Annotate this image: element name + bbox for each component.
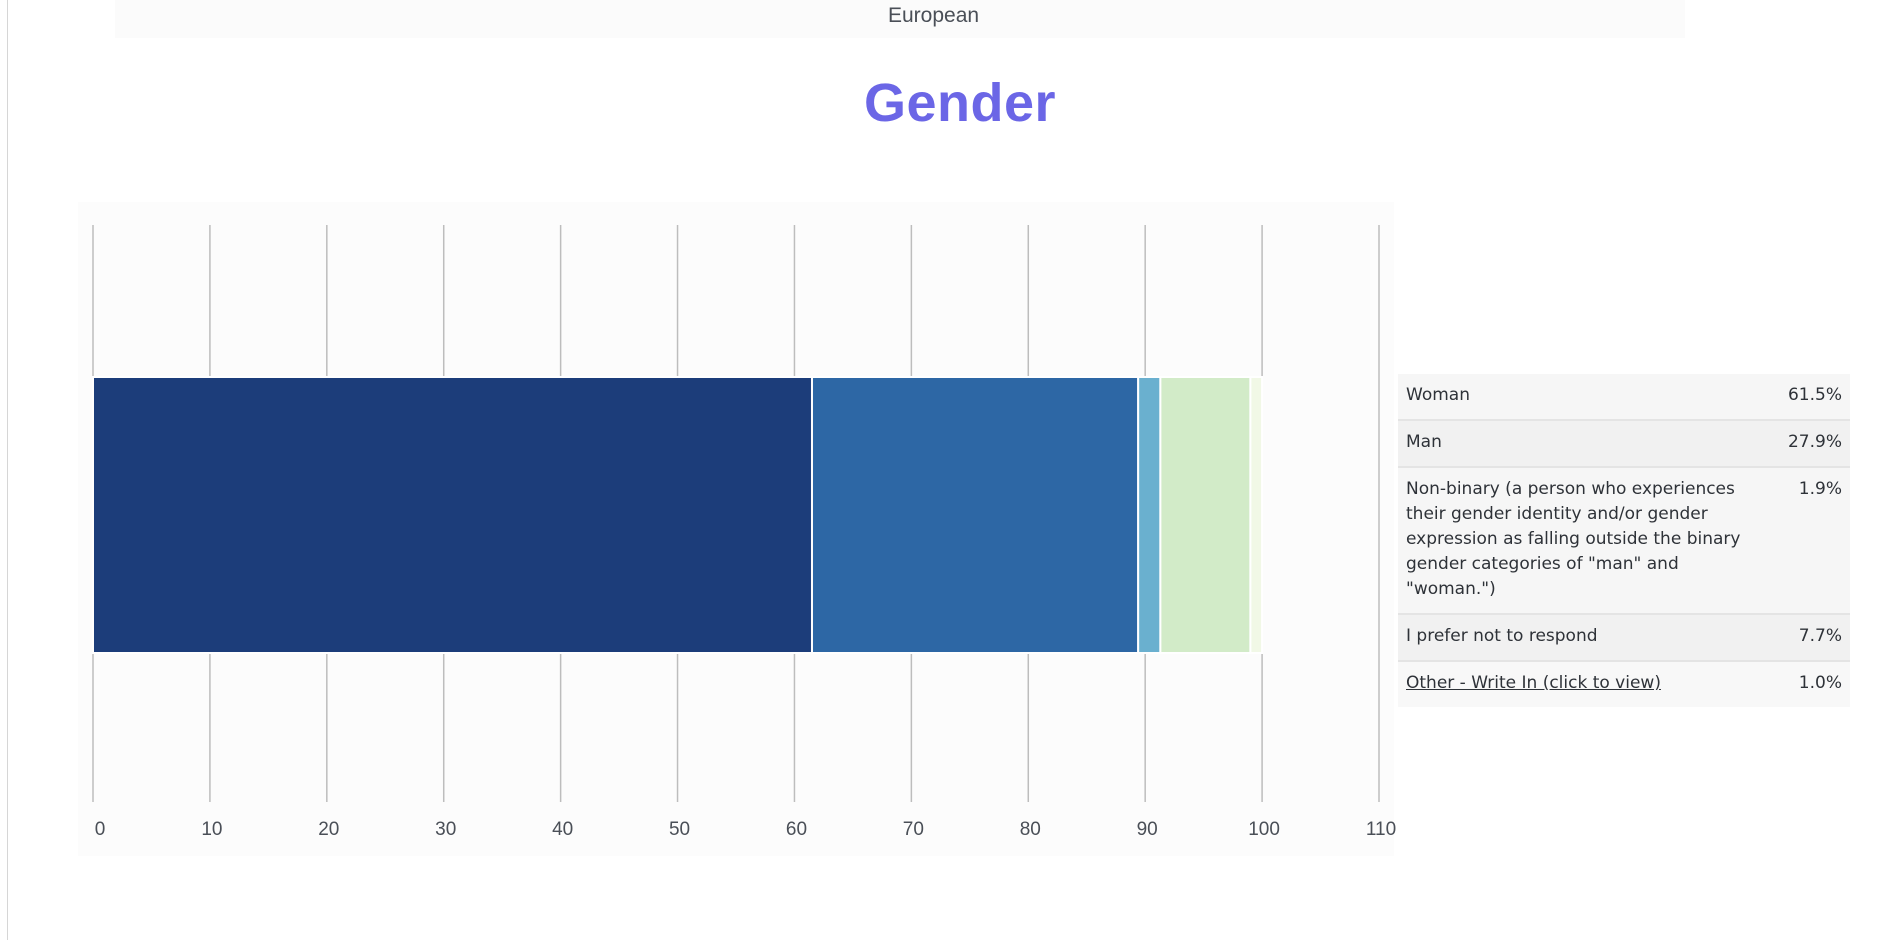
legend-value: 1.9% bbox=[1798, 479, 1842, 499]
section-title: Gender bbox=[863, 73, 1057, 133]
previous-section-strip bbox=[115, 0, 1685, 38]
x-tick-label: 30 bbox=[435, 819, 456, 840]
x-tick-label: 80 bbox=[1020, 819, 1041, 840]
other-write-in-link[interactable]: Other - Write In (click to view) bbox=[1406, 673, 1661, 693]
x-tick-label: 40 bbox=[552, 819, 573, 840]
legend-label-cell: I prefer not to respond bbox=[1398, 614, 1764, 661]
x-tick-label: 10 bbox=[201, 819, 222, 840]
legend-label-cell: Other - Write In (click to view) bbox=[1398, 661, 1764, 707]
legend-label: I prefer not to respond bbox=[1406, 626, 1598, 646]
legend-value: 61.5% bbox=[1787, 385, 1842, 405]
legend-row: Man 27.9% bbox=[1398, 420, 1850, 467]
legend-label-cell: Woman bbox=[1398, 374, 1764, 420]
bar-segment-woman[interactable] bbox=[92, 376, 813, 654]
x-tick-label: 90 bbox=[1137, 819, 1158, 840]
legend-value: 7.7% bbox=[1798, 626, 1842, 646]
legend-table: Woman 61.5% Man 27.9% Non-binary (a person w… bbox=[1398, 374, 1850, 707]
bar-segment-prefer-not[interactable] bbox=[1159, 376, 1252, 654]
page-border bbox=[7, 0, 8, 940]
legend-label-cell: Non-binary (a person who experiences the… bbox=[1398, 467, 1764, 614]
bar-segment-man[interactable] bbox=[810, 376, 1140, 654]
legend-label: Non-binary (a person who experiences the… bbox=[1406, 479, 1741, 599]
legend-label-cell: Man bbox=[1398, 420, 1764, 467]
x-tick-label: 20 bbox=[318, 819, 339, 840]
previous-section-label: European bbox=[888, 4, 980, 27]
x-tick-label: 100 bbox=[1248, 819, 1280, 840]
legend-label: Woman bbox=[1406, 385, 1470, 405]
legend-value: 1.0% bbox=[1798, 673, 1842, 693]
x-tick-label: 110 bbox=[1366, 819, 1396, 840]
bar-segment-other[interactable] bbox=[1249, 376, 1264, 654]
legend-label: Man bbox=[1406, 432, 1442, 452]
x-tick-label: 60 bbox=[786, 819, 807, 840]
x-tick-label: 50 bbox=[669, 819, 690, 840]
bar-segment-nonbinary[interactable] bbox=[1137, 376, 1162, 654]
legend-value: 27.9% bbox=[1787, 432, 1842, 452]
x-tick-label: 0 bbox=[95, 819, 106, 840]
legend-row: Woman 61.5% bbox=[1398, 374, 1850, 420]
x-tick-label: 70 bbox=[903, 819, 924, 840]
legend-row: I prefer not to respond 7.7% bbox=[1398, 614, 1850, 661]
legend-row: Non-binary (a person who experiences the… bbox=[1398, 467, 1850, 614]
legend-row: Other - Write In (click to view) 1.0% bbox=[1398, 661, 1850, 707]
